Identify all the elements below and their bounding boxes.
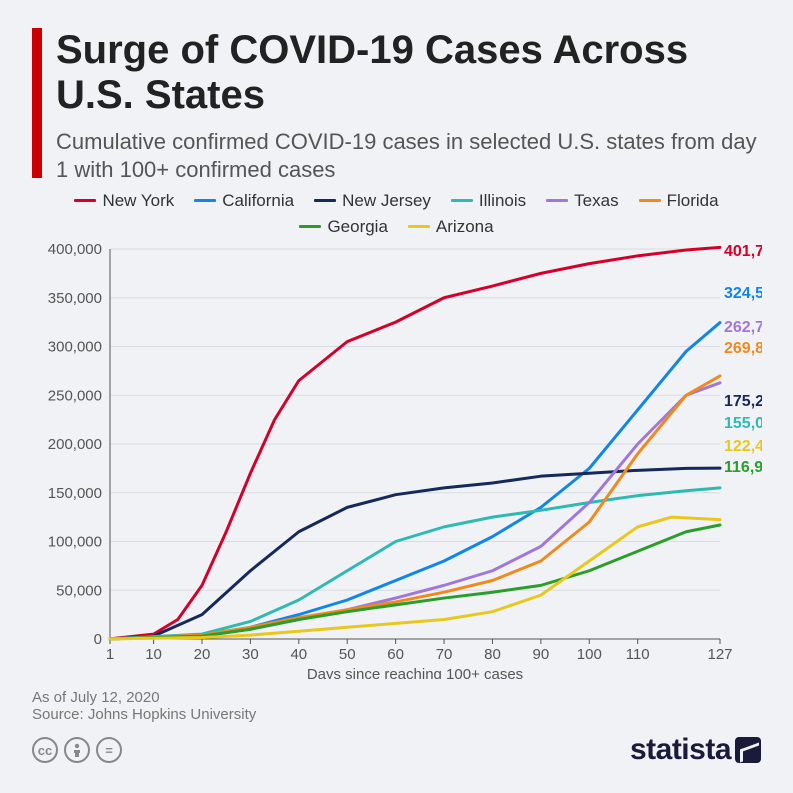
- legend-swatch: [451, 199, 473, 202]
- legend-swatch: [546, 199, 568, 202]
- chart-legend: New York California New Jersey Illinois Texa…: [32, 191, 761, 237]
- svg-text:60: 60: [387, 646, 404, 663]
- line-chart: 0 50,000 100,000 150,000 200,000 250,000 300,0…: [32, 239, 762, 679]
- legend-item: Georgia: [299, 217, 387, 237]
- svg-text:70: 70: [436, 646, 453, 663]
- svg-text:150,000: 150,000: [48, 485, 102, 502]
- legend-label: Illinois: [479, 191, 526, 211]
- svg-text:324,543: 324,543: [724, 285, 762, 302]
- legend-item: New Jersey: [314, 191, 431, 211]
- svg-text:110: 110: [626, 646, 650, 663]
- svg-text:116,935: 116,935: [724, 459, 762, 476]
- svg-text:155,048: 155,048: [724, 415, 762, 432]
- svg-text:1: 1: [106, 646, 114, 663]
- legend-item: California: [194, 191, 294, 211]
- chart-container: 0 50,000 100,000 150,000 200,000 250,000 300,0…: [32, 239, 761, 679]
- nd-icon: =: [96, 737, 122, 763]
- legend-item: Florida: [639, 191, 719, 211]
- footer-meta: As of July 12, 2020 Source: Johns Hopkin…: [32, 689, 761, 723]
- legend-item: Arizona: [408, 217, 494, 237]
- legend-swatch: [314, 199, 336, 202]
- legend-swatch: [194, 199, 216, 202]
- accent-bar: [32, 28, 42, 178]
- legend-swatch: [74, 199, 96, 202]
- svg-text:200,000: 200,000: [48, 436, 102, 453]
- svg-text:100,000: 100,000: [48, 533, 102, 550]
- legend-label: Georgia: [327, 217, 387, 237]
- svg-text:100: 100: [577, 646, 602, 663]
- legend-label: California: [222, 191, 294, 211]
- svg-text:0: 0: [94, 631, 102, 648]
- svg-text:40: 40: [290, 646, 307, 663]
- brand-text: statista: [630, 733, 731, 767]
- brand-logo: statista: [630, 733, 761, 767]
- subtitle: Cumulative confirmed COVID-19 cases in s…: [56, 128, 761, 185]
- svg-text:262,762: 262,762: [724, 319, 762, 336]
- cc-icon: cc: [32, 737, 58, 763]
- asof-text: As of July 12, 2020: [32, 689, 761, 706]
- legend-swatch: [408, 225, 430, 228]
- legend-swatch: [639, 199, 661, 202]
- svg-text:401,706: 401,706: [724, 243, 762, 260]
- legend-item: Illinois: [451, 191, 526, 211]
- legend-label: New York: [102, 191, 174, 211]
- by-icon: [64, 737, 90, 763]
- svg-text:269,811: 269,811: [724, 340, 762, 357]
- svg-text:127: 127: [707, 646, 732, 663]
- legend-item: New York: [74, 191, 174, 211]
- svg-text:122,467: 122,467: [724, 438, 762, 455]
- svg-text:90: 90: [533, 646, 550, 663]
- svg-text:250,000: 250,000: [48, 387, 102, 404]
- legend-label: Florida: [667, 191, 719, 211]
- brand-icon: [735, 737, 761, 763]
- svg-text:300,000: 300,000: [48, 338, 102, 355]
- legend-item: Texas: [546, 191, 618, 211]
- svg-text:80: 80: [484, 646, 501, 663]
- legend-label: Arizona: [436, 217, 494, 237]
- svg-text:50: 50: [339, 646, 356, 663]
- svg-text:10: 10: [145, 646, 162, 663]
- legend-label: New Jersey: [342, 191, 431, 211]
- svg-text:30: 30: [242, 646, 259, 663]
- legend-swatch: [299, 225, 321, 228]
- legend-label: Texas: [574, 191, 618, 211]
- svg-text:50,000: 50,000: [56, 582, 102, 599]
- license-icons: cc =: [32, 737, 122, 763]
- svg-text:20: 20: [194, 646, 211, 663]
- svg-text:175,298: 175,298: [724, 393, 762, 410]
- page-title: Surge of COVID-19 Cases Across U.S. Stat…: [56, 28, 761, 118]
- svg-text:Days since reaching 100+ cases: Days since reaching 100+ cases: [307, 666, 523, 679]
- svg-text:400,000: 400,000: [48, 241, 102, 258]
- source-text: Source: Johns Hopkins University: [32, 706, 761, 723]
- svg-text:350,000: 350,000: [48, 290, 102, 307]
